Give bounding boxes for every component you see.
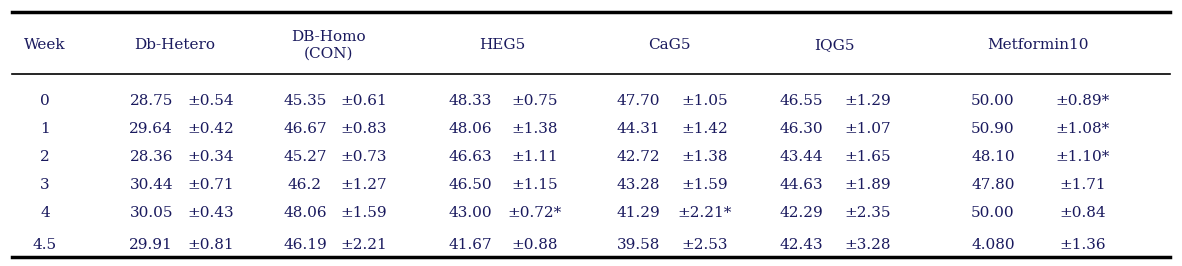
Text: 42.72: 42.72 [617,150,660,164]
Text: ±1.36: ±1.36 [1059,238,1106,252]
Text: CaG5: CaG5 [648,38,690,52]
Text: 45.35: 45.35 [284,94,326,108]
Text: 45.27: 45.27 [284,150,326,164]
Text: ±0.34: ±0.34 [187,150,234,164]
Text: 0: 0 [40,94,50,108]
Text: Week: Week [24,38,66,52]
Text: 39.58: 39.58 [617,238,660,252]
Text: IQG5: IQG5 [814,38,855,52]
Text: 2: 2 [40,150,50,164]
Text: 30.05: 30.05 [130,206,173,220]
Text: ±1.38: ±1.38 [511,122,558,136]
Text: ±0.81: ±0.81 [187,238,234,252]
Text: 50.00: 50.00 [972,94,1014,108]
Text: 50.00: 50.00 [972,206,1014,220]
Text: 28.36: 28.36 [130,150,173,164]
Text: DB-Homo
(CON): DB-Homo (CON) [291,30,366,60]
Text: 43.00: 43.00 [449,206,492,220]
Text: 41.67: 41.67 [449,238,492,252]
Text: ±1.42: ±1.42 [681,122,728,136]
Text: 46.2: 46.2 [288,178,322,192]
Text: 48.06: 48.06 [449,122,492,136]
Text: 46.50: 46.50 [449,178,492,192]
Text: ±0.73: ±0.73 [340,150,388,164]
Text: ±0.61: ±0.61 [340,94,388,108]
Text: ±1.08*: ±1.08* [1056,122,1110,136]
Text: ±0.84: ±0.84 [1059,206,1106,220]
Text: ±0.88: ±0.88 [511,238,558,252]
Text: 41.29: 41.29 [616,206,661,220]
Text: 29.91: 29.91 [129,238,174,252]
Text: 50.90: 50.90 [972,122,1014,136]
Text: 42.43: 42.43 [780,238,823,252]
Text: 43.44: 43.44 [780,150,823,164]
Text: ±0.83: ±0.83 [340,122,388,136]
Text: ±0.72*: ±0.72* [507,206,561,220]
Text: ±2.53: ±2.53 [681,238,728,252]
Text: 4.5: 4.5 [33,238,57,252]
Text: Db-Hetero: Db-Hetero [135,38,215,52]
Text: 46.30: 46.30 [780,122,823,136]
Text: ±1.27: ±1.27 [340,178,388,192]
Text: ±1.07: ±1.07 [844,122,891,136]
Text: ±1.65: ±1.65 [844,150,891,164]
Text: ±2.35: ±2.35 [844,206,891,220]
Text: 48.10: 48.10 [972,150,1014,164]
Text: 1: 1 [40,122,50,136]
Text: ±1.05: ±1.05 [681,94,728,108]
Text: 46.55: 46.55 [780,94,823,108]
Text: 47.80: 47.80 [972,178,1014,192]
Text: ±1.59: ±1.59 [681,178,728,192]
Text: 30.44: 30.44 [130,178,173,192]
Text: 47.70: 47.70 [617,94,660,108]
Text: 4.080: 4.080 [972,238,1014,252]
Text: ±0.43: ±0.43 [187,206,234,220]
Text: ±1.59: ±1.59 [340,206,388,220]
Text: ±1.89: ±1.89 [844,178,891,192]
Text: ±1.29: ±1.29 [844,94,891,108]
Text: 46.67: 46.67 [284,122,326,136]
Text: 43.28: 43.28 [617,178,660,192]
Text: ±1.11: ±1.11 [511,150,558,164]
Text: 29.64: 29.64 [129,122,174,136]
Text: 48.33: 48.33 [449,94,492,108]
Text: HEG5: HEG5 [479,38,526,52]
Text: ±2.21: ±2.21 [340,238,388,252]
Text: 46.19: 46.19 [282,238,327,252]
Text: 46.63: 46.63 [449,150,492,164]
Text: 4: 4 [40,206,50,220]
Text: 44.31: 44.31 [617,122,660,136]
Text: ±0.89*: ±0.89* [1056,94,1110,108]
Text: ±2.21*: ±2.21* [677,206,732,220]
Text: 3: 3 [40,178,50,192]
Text: 44.63: 44.63 [780,178,823,192]
Text: ±3.28: ±3.28 [844,238,891,252]
Text: 48.06: 48.06 [284,206,326,220]
Text: ±1.71: ±1.71 [1059,178,1106,192]
Text: ±0.54: ±0.54 [187,94,234,108]
Text: 42.29: 42.29 [779,206,824,220]
Text: ±1.10*: ±1.10* [1056,150,1110,164]
Text: ±0.71: ±0.71 [187,178,234,192]
Text: ±1.38: ±1.38 [681,150,728,164]
Text: Metformin10: Metformin10 [987,38,1089,52]
Text: ±0.42: ±0.42 [187,122,234,136]
Text: 28.75: 28.75 [130,94,173,108]
Text: ±1.15: ±1.15 [511,178,558,192]
Text: ±0.75: ±0.75 [511,94,558,108]
